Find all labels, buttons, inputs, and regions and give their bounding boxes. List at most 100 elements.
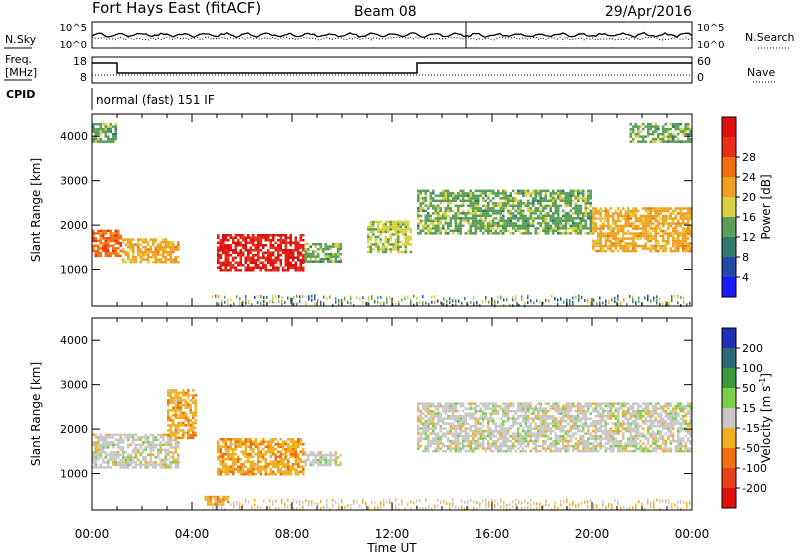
power-speck — [392, 303, 394, 307]
velocity-cell — [134, 461, 137, 464]
velocity-cell — [269, 468, 272, 471]
power-cell — [649, 122, 652, 126]
velocity-cell — [554, 402, 557, 405]
velocity-cell — [269, 438, 272, 441]
power-cell — [164, 250, 167, 254]
velocity-cell — [569, 444, 572, 448]
power-cell — [147, 260, 150, 264]
velocity-cell — [587, 447, 590, 450]
power-cell — [627, 249, 630, 253]
power-cell — [272, 239, 275, 242]
power-cell — [557, 222, 560, 225]
power-cell — [592, 229, 595, 233]
power-cell — [559, 192, 562, 195]
velocity-cell — [109, 453, 112, 457]
power-cell — [99, 254, 102, 258]
velocity-cell — [489, 449, 492, 453]
velocity-cell — [494, 422, 497, 425]
power-cell — [527, 232, 530, 235]
power-cell — [452, 209, 455, 213]
power-cell — [617, 207, 620, 210]
power-speck — [476, 303, 478, 307]
power-cell — [634, 207, 637, 210]
power-cell — [469, 202, 472, 205]
velocity-cell — [529, 439, 532, 443]
power-cell — [224, 249, 227, 252]
power-cell — [294, 249, 297, 252]
velocity-cell — [502, 432, 505, 435]
velocity-cell — [474, 434, 477, 438]
power-speck — [380, 302, 382, 306]
power-speck — [605, 299, 607, 303]
power-cell — [244, 259, 247, 262]
power-cell — [474, 227, 477, 230]
power-cell — [527, 217, 530, 220]
power-cell — [124, 238, 127, 241]
power-speck — [368, 296, 370, 300]
power-cell — [144, 248, 147, 251]
power-cell — [587, 212, 590, 215]
velocity-cell — [94, 463, 97, 467]
power-cell — [384, 240, 387, 244]
power-speck — [221, 302, 223, 306]
velocity-cell — [602, 402, 605, 405]
power-cell — [667, 140, 670, 143]
power-cell — [267, 269, 270, 272]
power-cell — [689, 242, 692, 245]
power-cell — [467, 199, 470, 203]
velocity-cell — [177, 416, 180, 420]
velocity-cell — [172, 406, 175, 410]
velocity-cell — [192, 416, 195, 420]
power-speck — [335, 297, 337, 301]
velocity-cell — [477, 439, 480, 443]
power-cell — [447, 224, 450, 228]
velocity-cell — [139, 463, 142, 467]
power-speck — [482, 300, 484, 304]
power-cell — [97, 132, 100, 136]
power-cell — [462, 204, 465, 208]
velocity-cell — [594, 409, 597, 413]
power-cell — [294, 256, 297, 259]
power-cell — [339, 247, 342, 251]
power-cell — [592, 244, 595, 248]
power-speck — [584, 299, 586, 303]
velocity-cell — [524, 414, 527, 418]
velocity-cell — [464, 429, 467, 433]
power-cell — [147, 240, 150, 244]
velocity-cell — [279, 473, 282, 476]
velocity-cell — [169, 466, 172, 469]
power-cell — [264, 266, 267, 269]
power-cell — [652, 140, 655, 143]
power-cell — [672, 229, 675, 233]
power-cell — [219, 269, 222, 272]
power-cell — [647, 222, 650, 225]
velocity-cell — [99, 463, 102, 467]
velocity-cell — [527, 417, 530, 420]
velocity-cell — [584, 439, 587, 443]
power-cell — [147, 243, 150, 246]
power-cell — [454, 219, 457, 223]
power-cell — [599, 234, 602, 238]
power-cell — [514, 204, 517, 208]
velocity-cell — [277, 455, 280, 458]
velocity-cell — [264, 460, 267, 463]
power-cell — [467, 217, 470, 220]
power-cell — [449, 209, 452, 213]
power-cell — [654, 140, 657, 143]
power-cell — [662, 137, 665, 141]
velocity-cell — [522, 414, 525, 418]
velocity-cell — [542, 424, 545, 428]
power-cell — [677, 212, 680, 215]
power-cell — [297, 251, 300, 254]
power-cell — [137, 238, 140, 241]
power-cell — [672, 122, 675, 126]
velocity-cell — [227, 473, 230, 476]
velocity-cell — [579, 404, 582, 408]
power-cell — [544, 197, 547, 200]
power-cell — [557, 197, 560, 200]
velocity-cell — [249, 453, 252, 456]
velocity-cell — [179, 399, 182, 402]
velocity-cell — [177, 426, 180, 430]
power-cell — [689, 212, 692, 215]
power-cell — [559, 222, 562, 225]
